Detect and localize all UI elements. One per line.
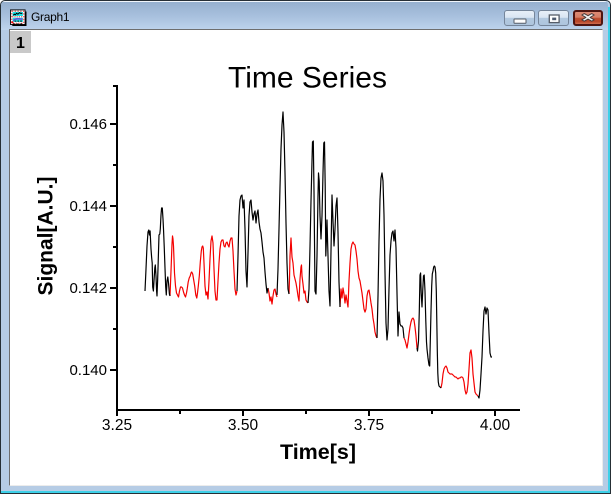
- svg-text:0.146: 0.146: [69, 116, 107, 133]
- svg-text:3.25: 3.25: [102, 417, 132, 434]
- svg-text:0.140: 0.140: [69, 362, 107, 379]
- svg-text:Time Series: Time Series: [228, 62, 387, 95]
- svg-text:4.00: 4.00: [480, 417, 511, 434]
- svg-text:0.142: 0.142: [69, 280, 107, 297]
- svg-text:Time[s]: Time[s]: [280, 440, 356, 464]
- svg-text:0.144: 0.144: [69, 198, 107, 215]
- svg-text:3.50: 3.50: [228, 417, 259, 434]
- svg-text:Signal[A.U.]: Signal[A.U.]: [35, 177, 58, 296]
- svg-text:3.75: 3.75: [354, 417, 384, 434]
